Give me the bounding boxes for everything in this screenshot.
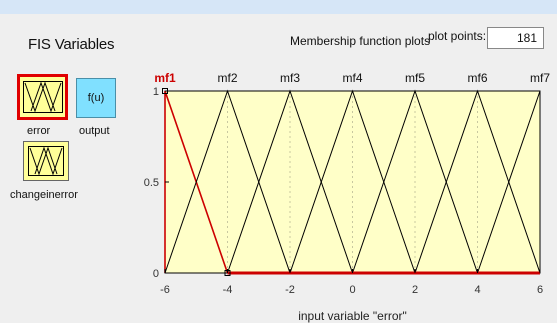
mf-label-mf7: mf7	[530, 71, 550, 85]
mf-handles	[162, 88, 231, 276]
x-tick-label-0: -6	[160, 284, 170, 296]
fis-variables-title: FIS Variables	[28, 36, 115, 53]
x-tick-label-1: -4	[223, 284, 233, 296]
mf-label-mf3: mf3	[280, 71, 300, 85]
x-tick-label-4: 2	[412, 284, 418, 296]
output-variable-label: output	[79, 125, 110, 137]
plot-points-input[interactable]	[487, 27, 544, 49]
membership-function-icon	[22, 81, 63, 113]
mf-labels: mf1 mf2 mf3 mf4 mf5 mf6 mf7	[154, 71, 550, 85]
x-tick-label-5: 4	[474, 284, 480, 296]
membership-function-icon	[28, 146, 64, 176]
mf-handle-1[interactable]	[224, 270, 231, 276]
function-icon: f(u)	[87, 92, 105, 104]
y-axis-ticks: 00.51	[144, 86, 169, 280]
input-variable-error-label: error	[27, 125, 51, 137]
mf-line-mf2[interactable]	[164, 89, 291, 274]
mf-handle-0[interactable]	[162, 88, 168, 94]
x-tick-label-3: 0	[349, 284, 355, 296]
x-tick-label-2: -2	[285, 284, 295, 296]
mf-label-mf4: mf4	[342, 71, 362, 85]
mf-line-mf3[interactable]	[227, 89, 353, 274]
mf-label-mf5: mf5	[405, 71, 425, 85]
output-variable[interactable]: f(u)	[76, 78, 116, 118]
x-tick-label-6: 6	[537, 284, 543, 296]
input-variable-error[interactable]	[17, 74, 68, 120]
mf-label-mf2: mf2	[217, 71, 237, 85]
mf-line-mf4[interactable]	[289, 89, 416, 274]
y-tick-label-0: 0	[153, 268, 159, 280]
mf-label-mf1: mf1	[154, 71, 176, 85]
window-top-strip	[0, 0, 557, 14]
mf-line-mf6[interactable]	[414, 89, 541, 274]
mf-line-mf7[interactable]	[477, 90, 541, 274]
plot-points-label: plot points:	[428, 29, 487, 43]
x-axis-label: input variable "error"	[298, 309, 407, 323]
x-axis-ticks: -6 -4 -2 0 2 4 6	[160, 269, 543, 296]
membership-plots-title: Membership function plots	[290, 34, 431, 48]
mf-label-mf6: mf6	[467, 71, 487, 85]
y-tick-label-2: 1	[153, 86, 159, 98]
mf-line-mf5[interactable]	[352, 89, 478, 274]
input-variable-changeinerror[interactable]	[23, 141, 69, 181]
input-variable-changeinerror-label: changeinerror	[10, 189, 78, 201]
y-tick-label-1: 0.5	[144, 177, 159, 189]
